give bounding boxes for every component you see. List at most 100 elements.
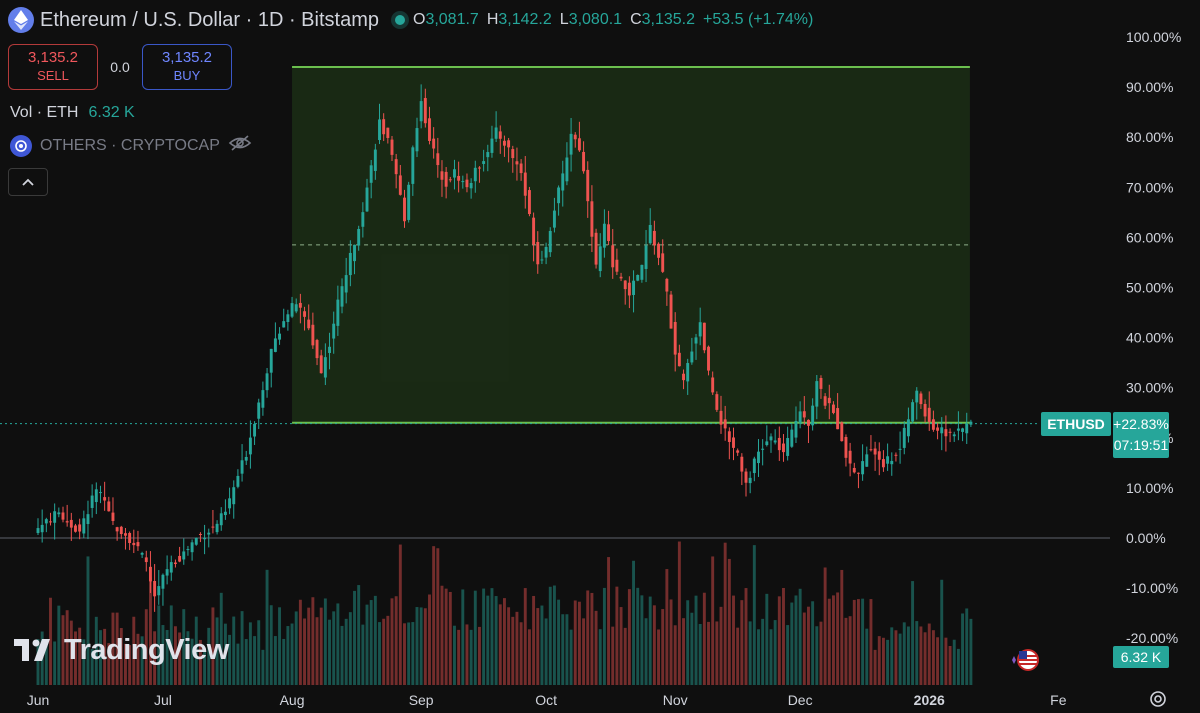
- volume-bar: [265, 569, 269, 685]
- candle-body: [244, 456, 248, 461]
- candle-body: [82, 518, 86, 534]
- volume-bar: [482, 588, 486, 685]
- volume-bar: [253, 636, 257, 685]
- volume-bar: [557, 599, 561, 685]
- candle-body: [944, 429, 948, 437]
- candle-body: [144, 557, 148, 563]
- volume-legend[interactable]: Vol · ETH 6.32 K: [10, 104, 135, 122]
- symbol-title[interactable]: Ethereum / U.S. Dollar · 1D · Bitstamp: [40, 8, 379, 31]
- candle-body: [856, 472, 860, 474]
- sell-button[interactable]: 3,135.2 SELL: [8, 44, 98, 90]
- candle-body: [906, 419, 910, 437]
- candle-body: [69, 519, 73, 528]
- volume-bar: [219, 592, 223, 685]
- candle-body: [607, 224, 611, 242]
- volume-bar: [278, 607, 282, 685]
- volume-bar: [307, 607, 311, 685]
- volume-bar: [36, 639, 40, 685]
- candle-body: [207, 532, 211, 535]
- current-pct: +22.83%: [1113, 416, 1169, 432]
- candle-body: [748, 477, 752, 484]
- candle-body: [815, 381, 819, 407]
- candle-body: [765, 441, 769, 446]
- volume-bar: [794, 595, 798, 685]
- candle-body: [111, 512, 115, 521]
- candle-body: [902, 427, 906, 448]
- volume-bar: [369, 600, 373, 685]
- candle-body: [423, 98, 427, 124]
- volume-bar: [165, 630, 169, 685]
- sell-price: 3,135.2: [27, 49, 79, 66]
- tradingview-mark-icon: [14, 638, 50, 661]
- volume-bar: [236, 643, 240, 685]
- x-axis[interactable]: Jun Jul Aug Sep Oct Nov Dec 2026 Fe: [27, 692, 1067, 708]
- candle-body: [515, 161, 519, 165]
- candle-body: [707, 346, 710, 371]
- y-axis[interactable]: 100.00% 90.00% 80.00% 70.00% 60.00% 50.00% 40.…: [1126, 29, 1181, 646]
- volume-bar: [665, 569, 669, 685]
- volume-bar: [453, 625, 456, 685]
- candle-body: [49, 521, 52, 523]
- buy-button[interactable]: 3,135.2 BUY: [142, 44, 232, 90]
- us-flag-icon[interactable]: [1010, 647, 1046, 673]
- volume-bar: [577, 601, 581, 685]
- volume-bar: [540, 605, 544, 685]
- volume-bar: [648, 596, 652, 685]
- volume-bar: [119, 628, 123, 685]
- candle-body: [382, 119, 386, 135]
- volume-bar: [590, 592, 594, 685]
- buy-price: 3,135.2: [161, 49, 213, 66]
- volume-bar: [832, 595, 835, 685]
- volume-bar: [894, 630, 898, 685]
- candle-body: [786, 438, 790, 456]
- settings-gear-icon[interactable]: [1147, 688, 1169, 710]
- candle-body: [473, 167, 477, 182]
- volume-bar: [532, 595, 536, 685]
- hidden-eye-icon[interactable]: [228, 134, 252, 157]
- volume-bar: [78, 627, 82, 685]
- volume-bar: [444, 588, 448, 685]
- candle-body: [782, 443, 785, 453]
- volume-bar: [544, 618, 548, 685]
- candle-body: [848, 450, 852, 464]
- volume-bar: [682, 618, 685, 685]
- volume-bar: [748, 621, 752, 685]
- volume-bar: [473, 590, 477, 685]
- low-value: 3,080.1: [568, 11, 623, 28]
- volume-bar: [723, 542, 727, 685]
- candle-body: [773, 440, 777, 443]
- volume-bar: [207, 627, 211, 685]
- candle-body: [627, 282, 631, 296]
- volume-value: 6.32 K: [88, 104, 135, 121]
- y-tick-label: -20.00%: [1126, 630, 1178, 646]
- volume-bar: [90, 648, 94, 685]
- candle-body: [461, 181, 465, 183]
- volume-bar: [919, 626, 923, 685]
- candle-body: [736, 450, 740, 453]
- volume-bar: [844, 617, 848, 685]
- candle-body: [507, 140, 511, 148]
- volume-bar: [673, 625, 677, 685]
- candle-body: [823, 396, 827, 406]
- volume-bar: [353, 590, 356, 685]
- candle-body: [298, 302, 302, 308]
- candle-body: [715, 394, 719, 410]
- volume-bar: [690, 612, 694, 685]
- candle-body: [432, 138, 436, 149]
- candle-body: [115, 527, 119, 532]
- candle-body: [523, 172, 527, 196]
- candle-body: [103, 497, 107, 501]
- candle-body: [44, 519, 48, 524]
- volume-bar: [515, 611, 519, 685]
- candle-body: [881, 459, 885, 468]
- volume-value-tag: 6.32 K: [1113, 646, 1169, 668]
- candle-body: [219, 513, 223, 526]
- volume-bar: [790, 602, 794, 685]
- compare-legend[interactable]: OTHERS · CRYPTOCAP: [10, 134, 252, 157]
- volume-bar: [378, 622, 381, 685]
- collapse-legend-button[interactable]: [8, 168, 48, 196]
- candle-body: [411, 147, 415, 184]
- volume-bar: [644, 618, 648, 685]
- candle-body: [552, 210, 556, 228]
